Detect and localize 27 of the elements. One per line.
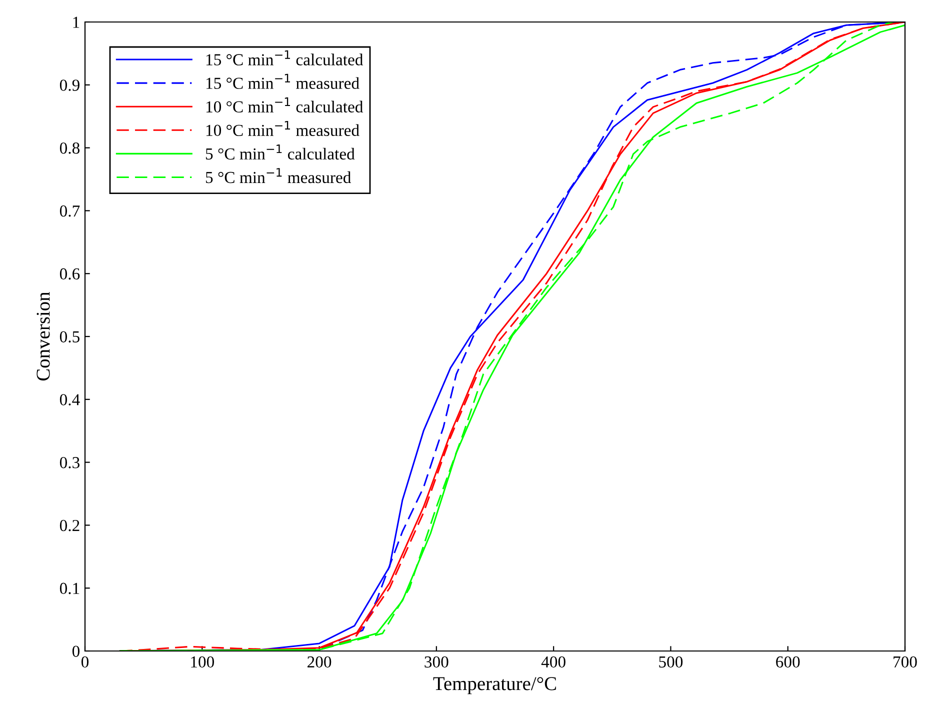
y-tick-label: 0 [72,646,80,657]
x-tick-label: 400 [541,656,566,668]
legend-label: 10 °C min$^{−1}$ calculated [206,97,364,112]
legend-label: 5 °C min$^{−1}$ measured [206,168,352,184]
y-tick-label: 0.8 [60,142,80,154]
y-tick-label: 0.5 [60,331,80,343]
legend-label: 15 °C min$^{−1}$ calculated [206,50,364,66]
x-tick-label: 500 [659,656,683,668]
y-tick-label: 0.6 [60,268,80,280]
x-tick-label: 0 [81,656,89,668]
y-tick-label: 0.1 [60,582,80,594]
x-tick-label: 200 [308,656,332,668]
x-tick-label: 700 [894,656,917,668]
y-tick-label: 0.4 [60,394,80,406]
legend-label: 15 °C min$^{−1}$ measured [206,74,360,89]
legend-label: 5 °C min$^{−1}$ calculated [206,144,355,160]
x-axis-title: Temperature/°C [433,677,556,694]
x-tick-label: 300 [424,656,448,668]
y-axis-title: Conversion [36,292,50,381]
y-tick-label: 0.7 [60,205,80,217]
y-tick-label: 1 [73,16,80,28]
y-tick-label: 0.9 [60,80,80,91]
x-tick-label: 100 [191,656,214,668]
x-tick-label: 600 [776,656,800,668]
y-tick-label: 0.3 [60,457,80,468]
y-tick-label: 0.2 [60,520,80,532]
legend-label: 10 °C min$^{−1}$ measured [206,120,360,136]
